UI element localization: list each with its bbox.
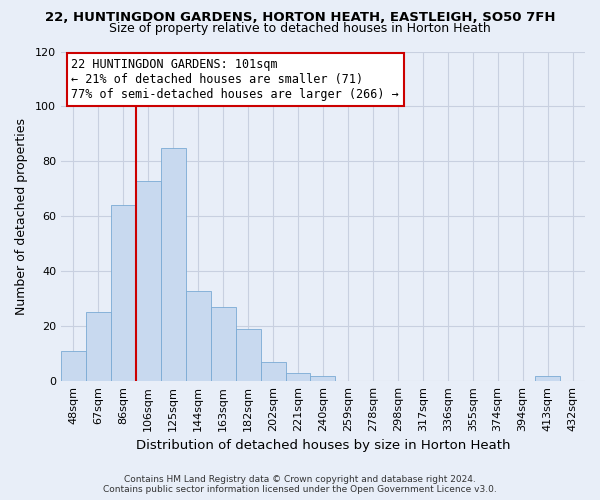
Bar	[86, 312, 111, 381]
Bar	[186, 290, 211, 381]
Text: 22 HUNTINGDON GARDENS: 101sqm
← 21% of detached houses are smaller (71)
77% of s: 22 HUNTINGDON GARDENS: 101sqm ← 21% of d…	[71, 58, 399, 101]
Y-axis label: Number of detached properties: Number of detached properties	[15, 118, 28, 315]
Text: Contains HM Land Registry data © Crown copyright and database right 2024.
Contai: Contains HM Land Registry data © Crown c…	[103, 474, 497, 494]
Bar	[236, 329, 260, 381]
Bar	[260, 362, 286, 381]
Bar	[286, 373, 310, 381]
X-axis label: Distribution of detached houses by size in Horton Heath: Distribution of detached houses by size …	[136, 440, 510, 452]
Bar	[61, 351, 86, 381]
Bar	[535, 376, 560, 381]
Bar	[310, 376, 335, 381]
Bar	[136, 180, 161, 381]
Text: Size of property relative to detached houses in Horton Heath: Size of property relative to detached ho…	[109, 22, 491, 35]
Text: 22, HUNTINGDON GARDENS, HORTON HEATH, EASTLEIGH, SO50 7FH: 22, HUNTINGDON GARDENS, HORTON HEATH, EA…	[45, 11, 555, 24]
Bar	[161, 148, 186, 381]
Bar	[211, 307, 236, 381]
Bar	[111, 206, 136, 381]
